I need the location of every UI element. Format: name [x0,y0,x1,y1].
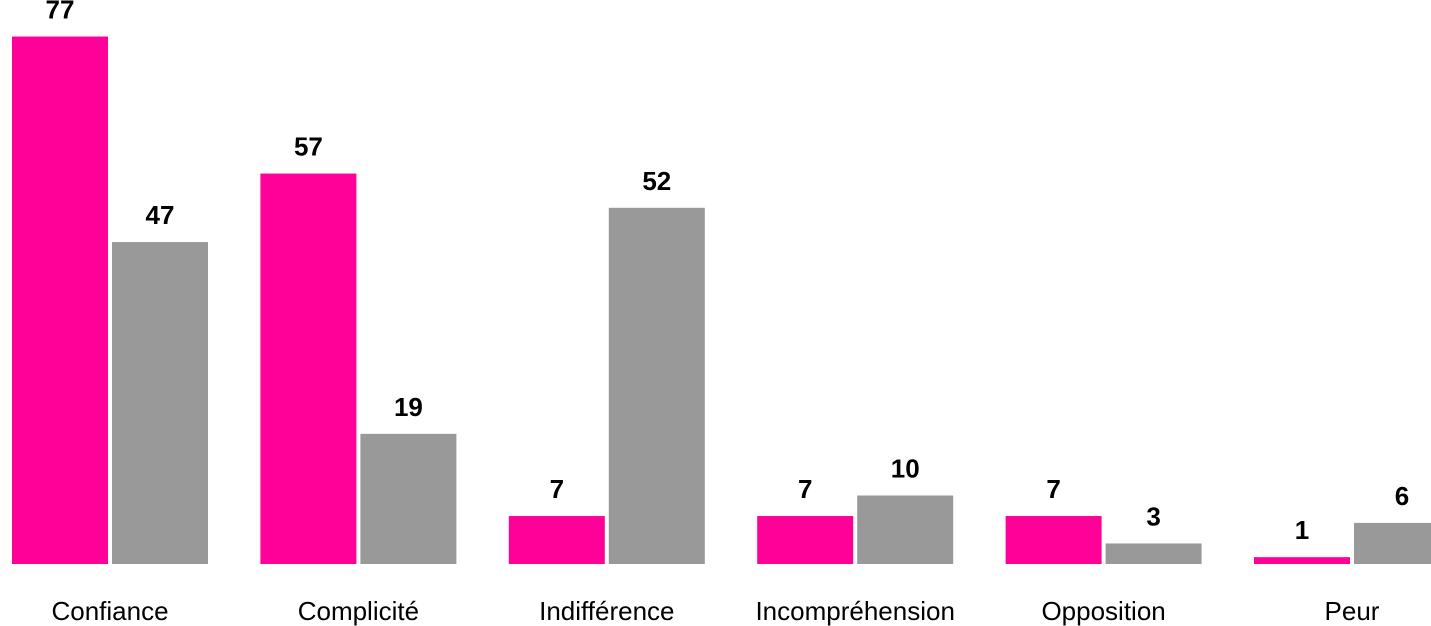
bar-incomprehension-series-1 [757,516,854,564]
value-label-confiance-series-1: 77 [46,0,75,25]
bar-indifference-series-1 [508,516,605,564]
value-label-opposition-series-1: 7 [1046,474,1060,504]
value-label-indifference-series-2: 52 [642,166,671,196]
value-label-peur-series-2: 6 [1395,481,1409,511]
bar-peur-series-2 [1354,522,1431,564]
bar-indifference-series-2 [608,207,705,565]
bar-complicite-series-2 [360,433,457,564]
category-label-indifference: Indifférence [539,596,674,626]
category-labels-layer: Confiance Complicité Indifférence Incompréh… [51,596,1379,626]
bar-opposition-series-1 [1005,516,1102,564]
category-label-incomprehension: Incompréhension [755,596,954,626]
value-label-opposition-series-2: 3 [1146,501,1160,531]
value-label-peur-series-1: 1 [1295,515,1309,545]
bars-layer [12,36,1431,565]
bar-complicite-series-1 [260,173,357,565]
value-label-complicite-series-2: 19 [394,392,423,422]
bar-confiance-series-2 [112,242,208,565]
value-label-incomprehension-series-2: 10 [891,454,920,484]
value-labels-layer: 77 47 57 19 7 52 7 10 7 3 1 6 [46,0,1410,545]
value-label-indifference-series-1: 7 [550,474,564,504]
value-label-complicite-series-1: 57 [294,132,323,162]
bar-incomprehension-series-2 [857,495,954,564]
value-label-confiance-series-2: 47 [146,200,175,230]
bar-confiance-series-1 [12,36,108,565]
bar-opposition-series-2 [1105,543,1202,564]
category-label-confiance: Confiance [51,596,168,626]
category-label-peur: Peur [1325,596,1380,626]
value-label-incomprehension-series-1: 7 [798,474,812,504]
category-label-opposition: Opposition [1041,596,1165,626]
category-label-complicite: Complicité [298,596,419,626]
bar-peur-series-1 [1254,557,1350,564]
